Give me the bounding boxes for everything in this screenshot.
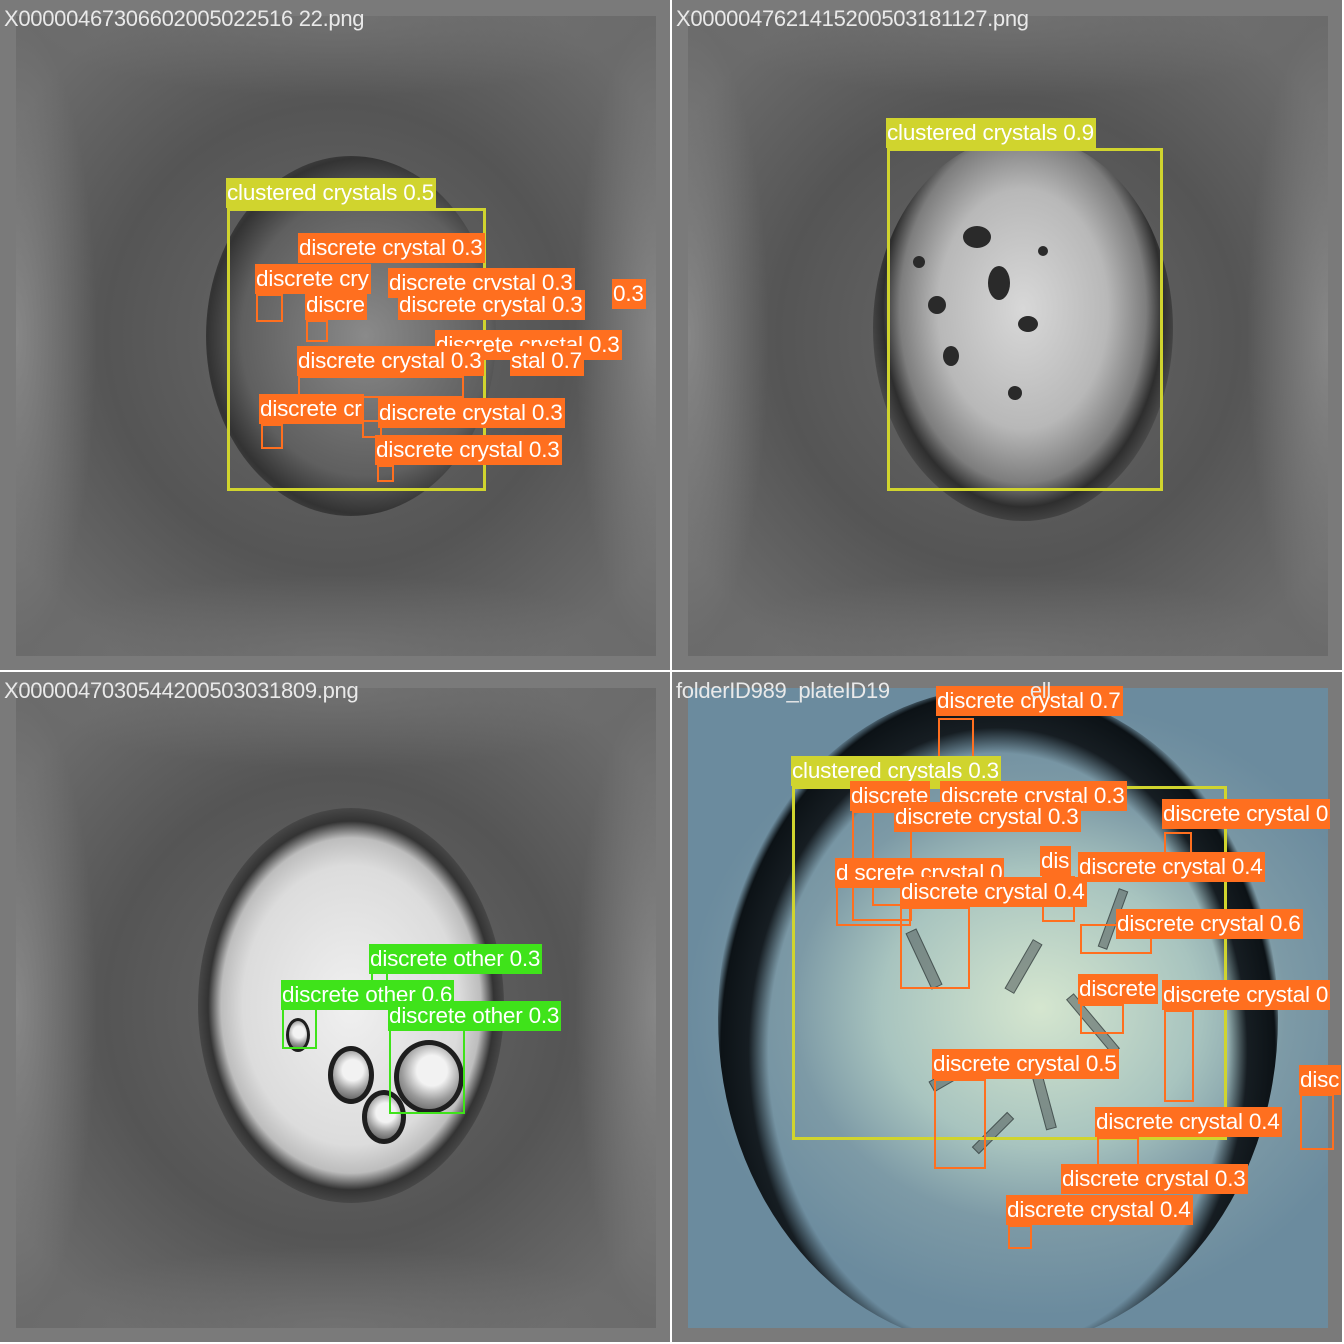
detection-box[interactable] [306,320,328,342]
detection-box[interactable] [1300,1094,1334,1150]
detection-label: discre [305,290,367,320]
detection-label: discrete crystal 0.3 [1061,1164,1248,1194]
clustered-crystals-label: clustered crystals 0.5 [226,178,436,208]
detection-label: discrete crystal 0.3 [378,398,565,428]
detection-label: discrete crystal 0.5 [932,1049,1119,1079]
detection-box[interactable] [256,294,283,322]
image-panel-2: X0000047621415200503181127.png clustered… [672,0,1342,670]
crystal-cluster [943,346,959,366]
detection-label: discrete crystal 0.6 [1116,909,1303,939]
filename: X0000047621415200503181127.png [676,6,1029,31]
detection-label: discrete crystal 0.3 [894,802,1081,832]
crystal-cluster [1018,316,1038,332]
detection-label: discrete crystal 0.4 [1078,852,1265,882]
detection-box[interactable] [389,1026,465,1114]
crystal-cluster [963,226,991,248]
detection-box[interactable] [1080,1004,1124,1034]
image-panel-1: X00000467306602005022516 22.png clustere… [0,0,670,670]
clustered-crystals-label: clustered crystals 0.9 [886,118,1096,148]
detection-box[interactable] [1008,1225,1032,1249]
image-panel-4: folderID989_plateID19 ell discrete crysta… [672,672,1342,1342]
filename: X00000467306602005022516 22.png [4,6,365,31]
detection-label: stal 0.7 [510,346,584,376]
crystal-cluster [1038,246,1048,256]
detection-box[interactable] [1097,1137,1139,1167]
detection-label: dis [1040,846,1072,876]
crystal-cluster [928,296,946,314]
detection-box[interactable] [282,1005,317,1049]
detection-box[interactable] [377,465,394,482]
detection-label: discrete crystal 0 [1162,980,1331,1010]
detection-box[interactable] [900,907,970,989]
clustered-crystals-box[interactable] [887,148,1163,491]
filename: folderID989_plateID19 ell [676,678,1051,703]
detection-label: discrete crystal 0.7 [936,686,1123,716]
detection-box[interactable] [1164,1010,1194,1102]
detection-label: 0.3 [612,279,646,309]
detection-label: discrete other 0.6 [281,980,455,1010]
filename: X0000047030544200503031809.png [4,678,359,703]
detection-label: discrete crystal 0.3 [375,435,562,465]
detection-label: discrete [1078,974,1159,1004]
detection-box[interactable] [934,1079,986,1169]
bubble [394,1040,464,1114]
detection-label: discrete crystal 0.3 [298,233,485,263]
detection-label: discrete other 0.3 [388,1001,562,1031]
detection-label: discrete cry [255,264,371,294]
detection-label: discrete cr [259,394,364,424]
detection-box[interactable] [261,424,283,449]
detection-label: discrete crystal 0.4 [900,877,1087,907]
detection-label: disc [1299,1065,1342,1095]
crystal-well-photo [688,16,1328,656]
detection-label: discrete crystal 0.3 [297,346,484,376]
detection-label: discrete other 0.3 [369,944,543,974]
detection-label: discrete crystal 0 [1162,799,1331,829]
detection-label: discrete crystal 0.4 [1095,1107,1282,1137]
detection-box[interactable] [362,420,382,438]
detection-label: discrete crystal 0.3 [398,290,585,320]
image-panel-3: X0000047030544200503031809.png discrete … [0,672,670,1342]
crystal-cluster [913,256,925,268]
crystal-cluster [1008,386,1022,400]
bubble [286,1018,310,1052]
crystal-cluster [988,266,1010,300]
bubble [362,1090,406,1144]
detection-label: discrete crystal 0.4 [1006,1195,1193,1225]
detection-box[interactable] [298,376,464,398]
bubble [328,1046,374,1104]
detection-box[interactable] [938,718,974,758]
